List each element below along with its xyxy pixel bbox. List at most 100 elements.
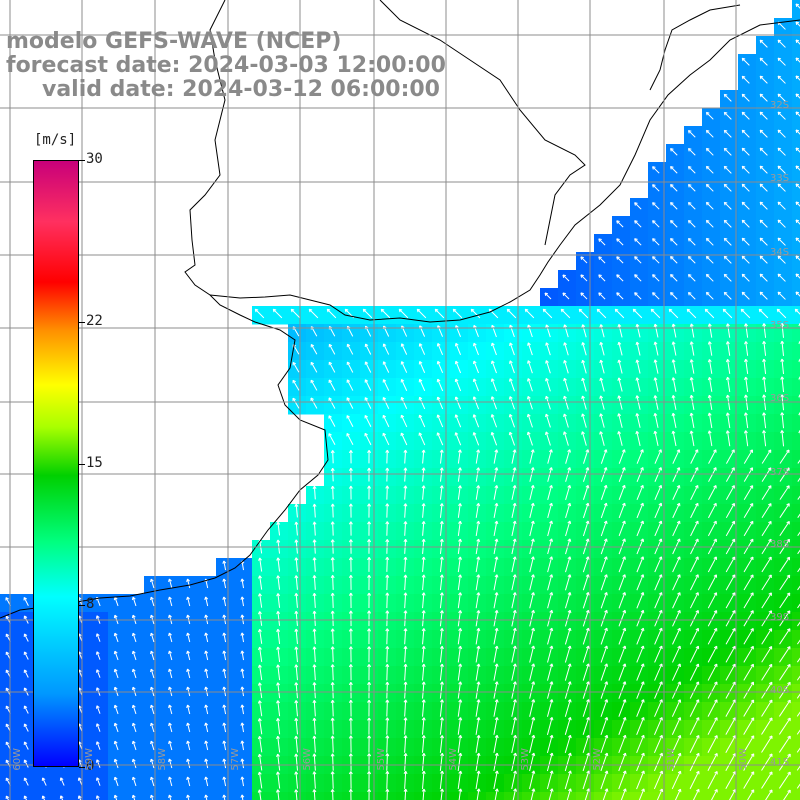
wind-arrow — [294, 682, 299, 699]
wind-arrow — [95, 633, 101, 642]
wind-arrows — [5, 3, 800, 800]
wind-arrow — [421, 735, 426, 753]
wind-arrow — [292, 397, 300, 409]
wind-arrow — [743, 430, 749, 447]
wind-arrow — [367, 449, 372, 464]
wind-speed-cell — [540, 792, 559, 800]
wind-arrow — [758, 308, 769, 319]
wind-speed-cell — [504, 792, 523, 800]
wind-arrow — [747, 789, 755, 800]
wind-arrow — [672, 645, 681, 663]
wind-arrow — [400, 432, 408, 446]
wind-arrow — [529, 520, 535, 537]
wind-arrow — [400, 361, 408, 373]
wind-arrow — [687, 255, 696, 264]
wind-arrow — [328, 361, 336, 373]
wind-arrow — [168, 758, 173, 769]
wind-arrow — [583, 449, 590, 464]
wind-arrow — [687, 237, 696, 246]
wind-arrow — [222, 632, 227, 643]
wind-arrow — [759, 93, 768, 102]
wind-arrow — [385, 592, 390, 609]
wind-arrow — [618, 592, 627, 609]
wind-arrow — [616, 220, 624, 228]
wind-arrow — [457, 592, 463, 609]
wind-arrow — [690, 520, 699, 537]
wind-speed-cell — [792, 504, 800, 523]
wind-arrow — [743, 735, 755, 753]
wind-arrow — [671, 412, 677, 428]
wind-arrow — [421, 628, 426, 645]
wind-arrow — [777, 237, 786, 246]
colorbar-tick-mark — [79, 160, 85, 161]
wind-arrow — [294, 771, 299, 789]
wind-arrow — [599, 413, 605, 428]
wind-arrow — [670, 292, 678, 300]
wind-arrow — [367, 681, 372, 699]
wind-arrow — [582, 538, 590, 555]
wind-arrow — [564, 716, 572, 735]
wind-arrow — [204, 704, 209, 715]
wind-arrow — [582, 770, 591, 790]
wind-arrow — [149, 758, 155, 769]
wind-arrow — [493, 627, 499, 645]
wind-speed-cell — [486, 792, 505, 800]
wind-arrow — [547, 538, 554, 555]
wind-arrow — [725, 394, 731, 411]
wind-arrow — [689, 341, 695, 356]
wind-arrow — [493, 592, 499, 609]
wind-arrow — [544, 413, 551, 428]
wind-arrow — [687, 165, 696, 174]
wind-speed-cell — [792, 216, 800, 235]
wind-arrow — [652, 220, 660, 228]
wind-arrow — [705, 219, 714, 228]
wind-arrow — [272, 308, 283, 319]
wind-arrow — [564, 770, 572, 790]
wind-speed-cell — [666, 792, 685, 800]
wind-arrow — [796, 729, 800, 735]
wind-arrow — [723, 93, 732, 102]
wind-arrow — [168, 668, 173, 679]
wind-arrow — [796, 693, 800, 699]
wind-arrow — [634, 292, 642, 300]
wind-arrow — [668, 308, 679, 319]
wind-arrow — [330, 592, 335, 608]
wind-arrow — [690, 467, 699, 482]
wind-arrow — [364, 397, 372, 409]
wind-arrow — [403, 646, 408, 663]
wind-arrow — [95, 777, 101, 786]
wind-arrow — [761, 592, 772, 609]
wind-arrow — [529, 681, 536, 699]
wind-arrow — [759, 273, 768, 282]
wind-arrow — [23, 669, 29, 678]
wind-arrow — [493, 645, 499, 663]
wind-arrow — [636, 752, 645, 772]
wind-speed-cell — [720, 792, 739, 800]
wind-arrow — [186, 722, 191, 733]
wind-arrow — [599, 324, 605, 338]
wind-arrow — [783, 789, 791, 800]
wind-arrow — [348, 717, 353, 735]
wind-arrow — [653, 734, 663, 754]
wind-arrow — [330, 771, 335, 789]
wind-arrow — [581, 431, 587, 446]
wind-arrow — [672, 574, 681, 591]
wind-arrow — [258, 557, 263, 572]
wind-arrow — [475, 485, 481, 500]
wind-speed-cell — [90, 792, 109, 800]
wind-arrow — [367, 503, 372, 518]
wind-arrow — [529, 574, 535, 591]
wind-arrow — [385, 771, 390, 789]
wind-arrow — [672, 609, 681, 627]
wind-arrow — [545, 360, 551, 374]
wind-arrow — [257, 682, 263, 699]
wind-arrow — [367, 646, 372, 663]
wind-arrow — [382, 414, 390, 428]
wind-speed-cell — [36, 792, 55, 800]
wind-speed-cell — [792, 234, 800, 253]
wind-arrow — [600, 502, 608, 519]
wind-arrow — [564, 699, 572, 717]
wind-arrow — [312, 610, 317, 626]
wind-speed-cell — [792, 306, 800, 325]
wind-arrow — [741, 111, 750, 120]
